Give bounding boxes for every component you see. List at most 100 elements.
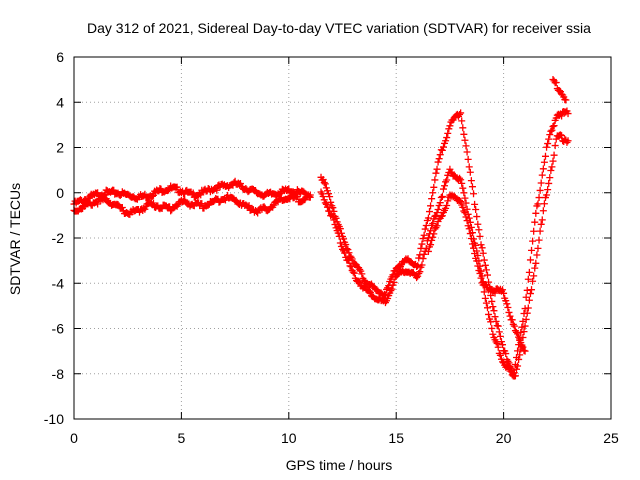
data-point — [468, 183, 476, 191]
data-point — [416, 268, 424, 276]
data-point — [564, 137, 572, 145]
data-point — [476, 232, 484, 240]
data-point — [535, 194, 543, 202]
data-point — [466, 230, 474, 238]
data-point — [494, 343, 502, 351]
data-point — [494, 322, 502, 330]
data-point — [499, 286, 507, 294]
data-point — [485, 310, 493, 318]
data-point — [525, 296, 533, 304]
data-point — [388, 285, 396, 293]
data-point — [534, 200, 542, 208]
data-point — [483, 271, 491, 279]
y-axis-label: SDTVAR / TECUs — [7, 183, 23, 295]
data-point — [118, 204, 126, 212]
data-point — [518, 323, 526, 331]
data-point — [331, 221, 339, 229]
data-point — [424, 214, 432, 222]
data-point — [514, 362, 522, 370]
data-point — [528, 286, 536, 294]
data-point — [435, 155, 443, 163]
data-point — [463, 217, 471, 225]
data-point — [425, 208, 433, 216]
data-point — [478, 244, 486, 252]
data-point — [431, 212, 439, 220]
data-point — [421, 225, 429, 233]
data-point — [482, 299, 490, 307]
data-point — [437, 193, 445, 201]
data-point — [432, 169, 440, 177]
data-point — [537, 179, 545, 187]
series-track-f — [549, 75, 570, 104]
data-point — [346, 262, 354, 270]
data-point — [537, 220, 545, 228]
y-tick-label: 2 — [56, 140, 64, 156]
data-point — [260, 203, 268, 211]
data-point — [512, 365, 520, 373]
data-point — [540, 158, 548, 166]
data-point — [94, 200, 102, 208]
data-point — [558, 112, 566, 120]
data-point — [434, 205, 442, 213]
data-point — [438, 193, 446, 201]
data-point — [442, 137, 450, 145]
data-point — [550, 151, 558, 159]
data-point — [532, 259, 540, 267]
data-point — [557, 131, 565, 139]
data-point — [413, 274, 421, 282]
data-point — [438, 146, 446, 154]
data-point — [462, 199, 470, 207]
data-point — [548, 163, 556, 171]
data-point — [487, 318, 495, 326]
data-point — [306, 193, 314, 201]
data-point — [479, 249, 487, 257]
data-point — [463, 148, 471, 156]
data-point — [443, 202, 451, 210]
data-point — [558, 132, 566, 140]
y-tick-label: -2 — [52, 230, 65, 246]
data-point — [470, 244, 478, 252]
data-point — [430, 183, 438, 191]
data-point — [330, 216, 338, 224]
data-point — [321, 180, 329, 188]
data-point — [366, 288, 374, 296]
data-point — [552, 79, 560, 87]
data-point — [418, 240, 426, 248]
x-tick-label: 25 — [603, 430, 619, 446]
data-point — [543, 191, 551, 199]
data-point — [471, 200, 479, 208]
data-point — [342, 241, 350, 249]
data-point — [523, 286, 531, 294]
data-point — [521, 322, 529, 330]
data-point — [488, 297, 496, 305]
data-point — [496, 351, 504, 359]
data-point — [428, 236, 436, 244]
data-point — [320, 179, 328, 187]
data-point — [336, 239, 344, 247]
data-point — [533, 251, 541, 259]
data-point — [460, 189, 468, 197]
data-point — [245, 202, 253, 210]
data-point — [446, 165, 454, 173]
data-point — [508, 316, 516, 324]
data-point — [502, 350, 510, 358]
data-points — [70, 75, 572, 380]
data-point — [516, 351, 524, 359]
data-point — [476, 269, 484, 277]
data-point — [464, 155, 472, 163]
data-point — [334, 229, 342, 237]
data-point — [545, 135, 553, 143]
data-point — [480, 256, 488, 264]
data-point — [515, 333, 523, 341]
data-point — [540, 200, 548, 208]
data-point — [319, 192, 327, 200]
data-point — [493, 339, 501, 347]
data-point — [462, 213, 470, 221]
data-point — [335, 232, 343, 240]
data-point — [488, 324, 496, 332]
data-point — [470, 190, 478, 198]
data-point — [531, 264, 539, 272]
data-point — [468, 240, 476, 248]
data-point — [461, 136, 469, 144]
